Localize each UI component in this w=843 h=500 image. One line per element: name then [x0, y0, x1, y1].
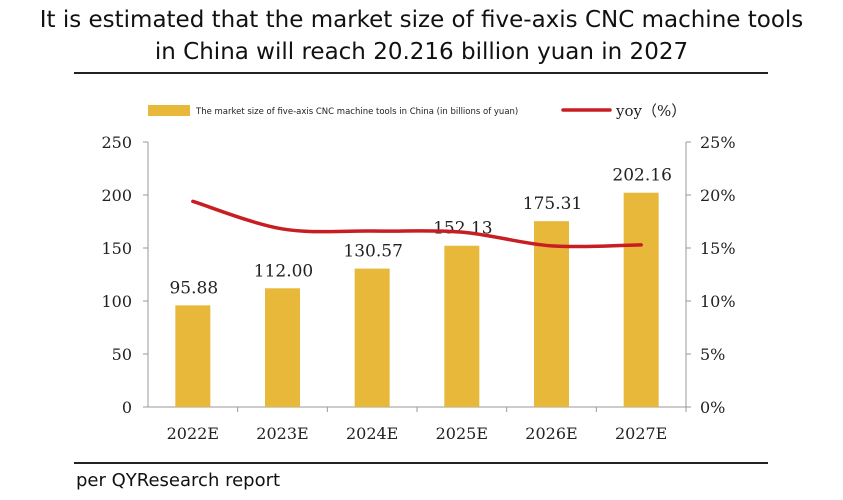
bottom-divider [74, 462, 768, 464]
bar-value-label: 130.57 [343, 242, 402, 262]
title-line-2: in China will reach 20.216 billion yuan … [154, 39, 689, 65]
legend-swatch-bar [148, 105, 190, 116]
chart-title: It is estimated that the market size of … [0, 4, 843, 68]
bar-value-label: 112.00 [254, 261, 313, 281]
bar [444, 245, 480, 407]
title-line-1: It is estimated that the market size of … [39, 7, 804, 33]
left-tick-label: 200 [101, 186, 132, 205]
source-note: per QYResearch report [76, 470, 281, 491]
right-tick-label: 25% [700, 133, 736, 152]
left-tick-label: 50 [112, 345, 132, 364]
x-tick-label: 2027E [615, 424, 667, 443]
bar-value-label: 202.16 [612, 166, 671, 186]
bar [354, 268, 390, 407]
left-tick-label: 250 [101, 133, 132, 152]
legend-label-line: yoy（%） [615, 102, 686, 120]
bar [265, 288, 300, 407]
yoy-line [191, 199, 643, 249]
legend-label-bar: The market size of five-axis CNC machine… [195, 107, 518, 117]
x-tick-label: 2024E [346, 424, 398, 443]
x-tick-label: 2023E [256, 424, 308, 443]
right-tick-label: 5% [700, 345, 725, 364]
right-tick-label: 20% [700, 186, 736, 205]
x-tick-label: 2022E [167, 424, 219, 443]
bar [623, 192, 659, 407]
top-divider [74, 72, 768, 74]
bar-value-label: 175.31 [523, 194, 582, 214]
left-tick-label: 150 [101, 239, 132, 258]
right-tick-label: 0% [700, 398, 725, 417]
bar [534, 221, 569, 407]
bar-value-label: 95.88 [169, 278, 218, 298]
left-tick-label: 100 [101, 292, 132, 311]
right-tick-label: 15% [700, 239, 736, 258]
right-tick-label: 10% [700, 292, 736, 311]
x-tick-label: 2026E [525, 424, 577, 443]
bar [175, 305, 211, 407]
left-tick-label: 0 [122, 398, 132, 417]
x-tick-label: 2025E [436, 424, 488, 443]
